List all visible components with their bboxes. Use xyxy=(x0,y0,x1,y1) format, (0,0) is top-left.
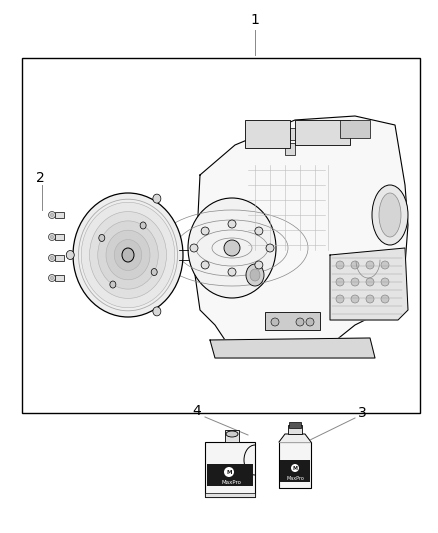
Text: 3: 3 xyxy=(357,406,366,420)
Circle shape xyxy=(49,254,56,262)
Ellipse shape xyxy=(153,307,161,316)
Ellipse shape xyxy=(89,212,166,298)
Circle shape xyxy=(351,261,359,269)
Ellipse shape xyxy=(226,431,238,437)
Circle shape xyxy=(228,268,236,276)
Bar xyxy=(245,120,290,148)
Polygon shape xyxy=(195,116,408,355)
Polygon shape xyxy=(279,434,311,442)
Circle shape xyxy=(50,236,53,238)
Circle shape xyxy=(50,277,53,279)
Circle shape xyxy=(266,244,274,252)
Circle shape xyxy=(224,467,234,477)
Circle shape xyxy=(336,278,344,286)
Circle shape xyxy=(381,278,389,286)
Bar xyxy=(255,133,280,145)
Bar xyxy=(340,120,370,138)
Bar xyxy=(265,312,320,330)
Circle shape xyxy=(271,318,279,326)
Bar xyxy=(207,464,253,486)
Bar xyxy=(295,120,350,145)
Ellipse shape xyxy=(224,240,240,256)
Ellipse shape xyxy=(106,230,150,280)
Circle shape xyxy=(190,244,198,252)
Bar xyxy=(22,58,420,413)
Ellipse shape xyxy=(250,269,260,281)
Circle shape xyxy=(255,227,263,235)
Circle shape xyxy=(366,261,374,269)
Circle shape xyxy=(49,233,56,240)
Ellipse shape xyxy=(188,198,276,298)
Circle shape xyxy=(381,295,389,303)
Text: 2: 2 xyxy=(35,171,44,185)
Bar xyxy=(55,255,64,261)
Ellipse shape xyxy=(73,193,183,317)
Circle shape xyxy=(296,318,304,326)
Polygon shape xyxy=(210,338,375,358)
Bar xyxy=(205,493,255,497)
Ellipse shape xyxy=(99,235,105,241)
Bar xyxy=(225,430,239,442)
Ellipse shape xyxy=(151,269,157,276)
Text: M: M xyxy=(226,470,232,474)
Bar xyxy=(205,442,255,497)
Ellipse shape xyxy=(379,193,401,237)
Bar xyxy=(290,128,315,140)
Bar xyxy=(280,460,310,482)
Bar xyxy=(288,425,302,434)
Circle shape xyxy=(50,256,53,260)
Ellipse shape xyxy=(114,239,142,271)
Bar xyxy=(285,143,295,155)
Circle shape xyxy=(351,278,359,286)
Ellipse shape xyxy=(66,251,74,260)
Circle shape xyxy=(336,295,344,303)
Text: MaxPro: MaxPro xyxy=(221,480,241,484)
Ellipse shape xyxy=(81,203,175,308)
Bar xyxy=(55,234,64,240)
Circle shape xyxy=(381,261,389,269)
Bar xyxy=(55,212,64,218)
Ellipse shape xyxy=(246,264,264,286)
Circle shape xyxy=(291,464,299,472)
Circle shape xyxy=(50,214,53,216)
Bar xyxy=(289,422,301,428)
Text: 1: 1 xyxy=(251,13,259,27)
Ellipse shape xyxy=(110,281,116,288)
Circle shape xyxy=(336,261,344,269)
Polygon shape xyxy=(330,248,408,320)
Circle shape xyxy=(306,318,314,326)
Circle shape xyxy=(49,274,56,281)
Circle shape xyxy=(201,227,209,235)
Ellipse shape xyxy=(153,194,161,203)
Ellipse shape xyxy=(140,222,146,229)
Text: M: M xyxy=(293,465,297,471)
Circle shape xyxy=(351,295,359,303)
Text: MaxPro: MaxPro xyxy=(286,475,304,481)
Circle shape xyxy=(49,212,56,219)
Ellipse shape xyxy=(372,185,408,245)
Bar xyxy=(55,275,64,281)
Circle shape xyxy=(366,295,374,303)
Circle shape xyxy=(255,261,263,269)
Text: 4: 4 xyxy=(193,404,201,418)
Ellipse shape xyxy=(122,248,134,262)
Circle shape xyxy=(228,220,236,228)
Bar xyxy=(279,442,311,488)
Circle shape xyxy=(366,278,374,286)
Circle shape xyxy=(201,261,209,269)
Ellipse shape xyxy=(98,221,158,289)
